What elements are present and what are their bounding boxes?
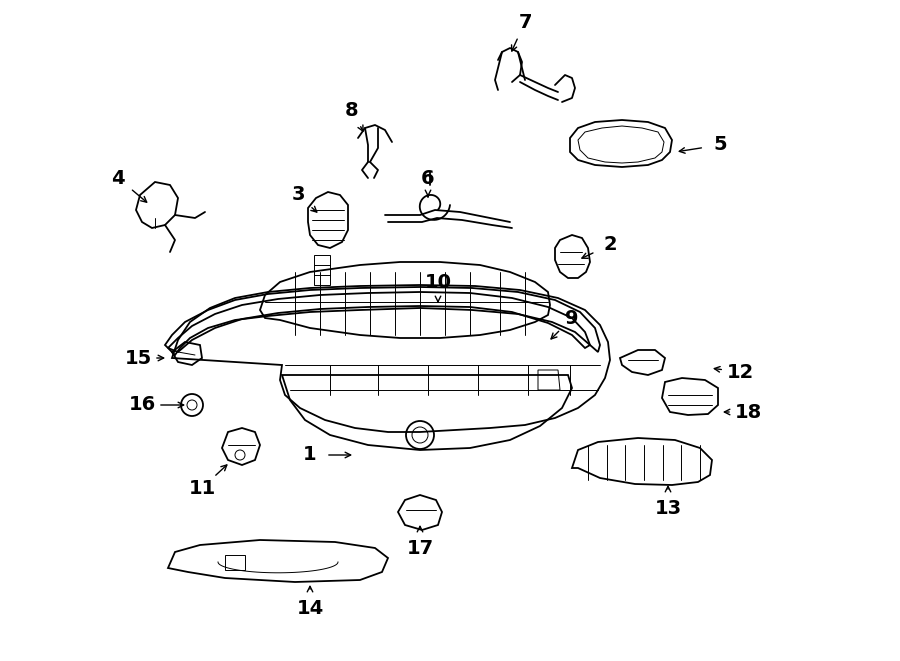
Text: 13: 13 (654, 498, 681, 518)
Text: 14: 14 (296, 598, 324, 617)
Text: 7: 7 (518, 13, 532, 32)
Text: 3: 3 (292, 186, 305, 204)
Text: 2: 2 (603, 235, 616, 254)
Text: 6: 6 (421, 169, 435, 188)
Text: 15: 15 (124, 348, 151, 368)
Text: 11: 11 (188, 479, 216, 498)
Text: 5: 5 (713, 136, 727, 155)
Text: 8: 8 (346, 100, 359, 120)
Text: 9: 9 (565, 309, 579, 327)
Text: 1: 1 (303, 446, 317, 465)
Text: 17: 17 (407, 539, 434, 557)
Text: 4: 4 (112, 169, 125, 188)
Text: 12: 12 (726, 362, 753, 381)
Text: 18: 18 (734, 403, 761, 422)
Text: 16: 16 (129, 395, 156, 414)
Text: 10: 10 (425, 272, 452, 292)
